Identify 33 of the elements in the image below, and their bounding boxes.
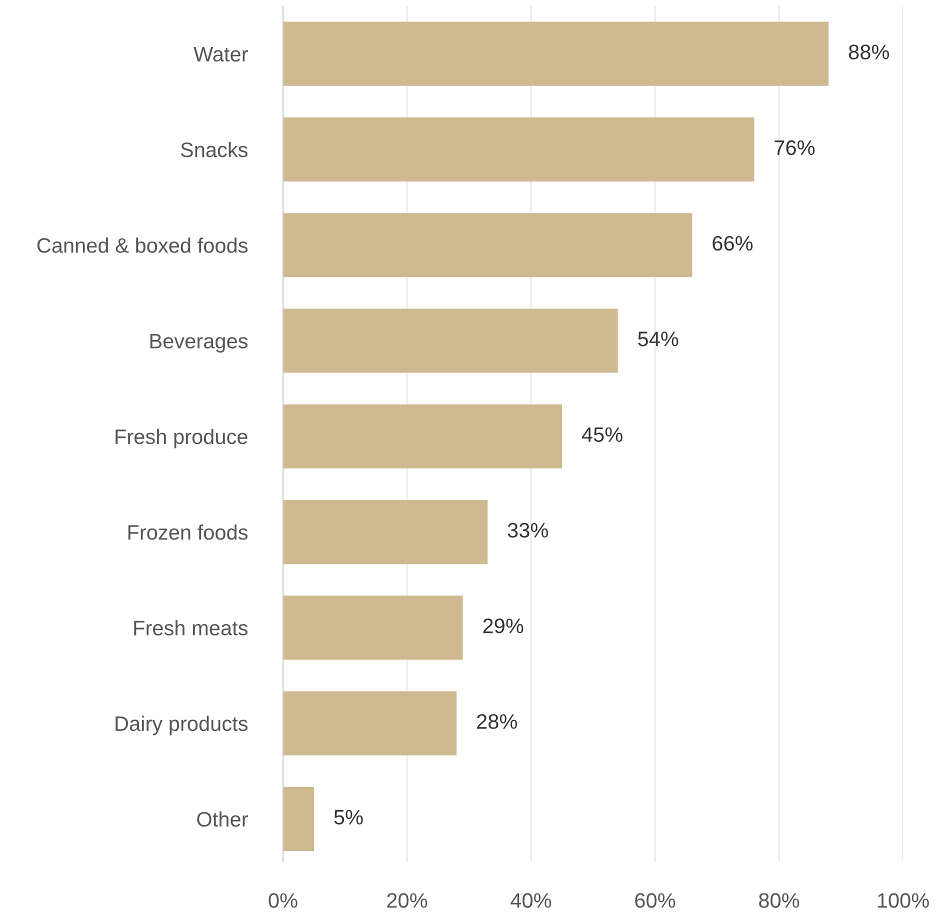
data-label: 54% xyxy=(638,332,678,346)
data-label: 66% xyxy=(712,236,753,251)
y-tick-label: Snacks xyxy=(180,142,248,158)
bar xyxy=(283,117,754,182)
bar xyxy=(283,500,488,564)
y-tick-label: Fresh meats xyxy=(134,620,248,636)
data-label: 33% xyxy=(508,522,548,538)
y-tick-label: Dairy products xyxy=(116,716,248,736)
data-label: 76% xyxy=(774,140,815,156)
bar xyxy=(283,596,463,660)
y-tick-label: Other xyxy=(197,811,248,827)
bar xyxy=(283,213,692,278)
data-label: 45% xyxy=(582,427,622,442)
bar xyxy=(283,786,314,851)
data-label: 5% xyxy=(334,810,363,825)
bar xyxy=(283,308,618,373)
data-label: 28% xyxy=(477,714,517,729)
x-tick-label: 40% xyxy=(510,893,552,908)
x-tick-label: 80% xyxy=(759,893,800,908)
x-tick-label: 20% xyxy=(387,893,428,908)
x-tick-label: 100% xyxy=(878,893,929,908)
bar xyxy=(283,22,829,86)
y-tick-label: Fresh produce xyxy=(116,428,248,448)
y-tick-label: Water xyxy=(194,47,248,62)
y-tick-label: Beverages xyxy=(150,334,248,353)
x-tick-label: 0% xyxy=(268,893,298,908)
x-tick-label: 60% xyxy=(635,893,676,908)
y-tick-label: Frozen foods xyxy=(128,524,248,540)
data-label: 88% xyxy=(848,44,889,60)
data-label: 29% xyxy=(483,618,524,634)
bar xyxy=(283,691,457,756)
bar xyxy=(283,404,562,468)
y-tick-label: Canned & boxed foods xyxy=(37,238,248,253)
